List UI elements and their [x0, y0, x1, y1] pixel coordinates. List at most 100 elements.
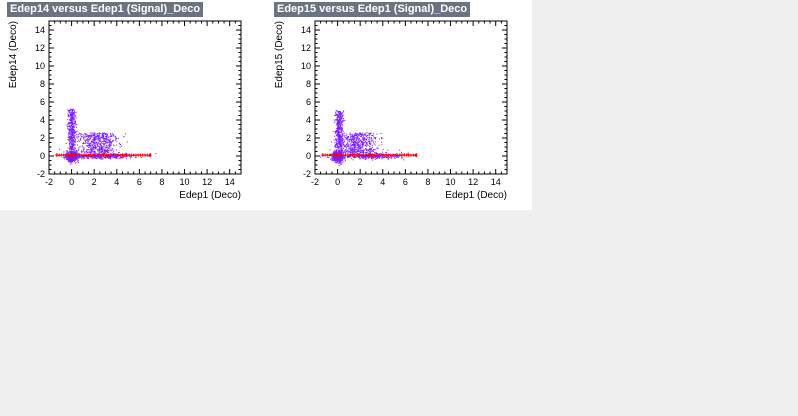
scatter-point: [96, 136, 98, 138]
scatter-point: [342, 133, 344, 135]
scatter-point: [334, 142, 336, 144]
scatter-point: [351, 140, 353, 142]
scatter-point: [365, 138, 367, 140]
scatter-point: [360, 135, 362, 137]
scatter-point: [338, 131, 340, 133]
scatter-point: [362, 143, 364, 145]
scatter-point: [342, 158, 344, 160]
scatter-point: [107, 156, 109, 158]
scatter-point: [83, 149, 84, 151]
scatter-point: [339, 138, 340, 140]
scatter-point: [97, 146, 99, 147]
scatter-point: [337, 115, 339, 117]
scatter-point: [376, 133, 378, 135]
scatter-point: [349, 147, 351, 149]
scatter-point: [101, 135, 103, 137]
scatter-point: [68, 139, 70, 141]
scatter-point: [73, 136, 75, 138]
x-tick-label: 10: [180, 177, 190, 187]
scatter-point: [345, 138, 347, 140]
scatter-point: [351, 149, 352, 151]
scatter-point: [100, 149, 101, 151]
scatter-point: [80, 134, 82, 136]
scatter-point: [72, 112, 73, 114]
scatter-point: [115, 138, 117, 140]
scatter-point: [335, 137, 337, 139]
scatter-point: [112, 139, 114, 141]
scatter-point: [84, 155, 86, 157]
scatter-point: [335, 155, 337, 157]
scatter-point: [70, 157, 72, 159]
scatter-point: [129, 155, 131, 157]
x-axis-title: Edep1 (Deco): [445, 190, 507, 201]
scatter-point: [84, 142, 86, 144]
scatter-point: [370, 144, 371, 145]
scatter-point: [85, 134, 87, 136]
scatter-point: [361, 137, 363, 139]
scatter-point: [369, 145, 371, 147]
scatter-point: [352, 147, 354, 149]
x-tick-label: 6: [403, 177, 408, 187]
scatter-point: [125, 152, 127, 154]
scatter-point: [86, 138, 88, 140]
scatter-point: [73, 132, 75, 134]
scatter-point: [357, 138, 359, 140]
scatter-point: [341, 136, 343, 138]
scatter-point: [337, 122, 339, 124]
scatter-point: [338, 119, 339, 121]
scatter-point: [107, 147, 109, 149]
scatter-point: [368, 150, 369, 152]
scatter-point: [340, 146, 342, 148]
scatter-point: [336, 114, 338, 116]
scatter-point: [352, 144, 353, 146]
scatter-point: [366, 155, 368, 157]
scatter-point: [67, 123, 69, 124]
y-tick-label: 2: [306, 133, 311, 143]
scatter-point: [358, 150, 360, 152]
scatter-point: [80, 138, 82, 140]
scatter-point: [354, 145, 355, 147]
scatter-point: [70, 113, 72, 115]
scatter-point: [74, 131, 76, 133]
x-tick-label: 14: [491, 177, 501, 187]
scatter-point: [108, 152, 110, 153]
scatter-point: [134, 157, 136, 159]
scatter-point: [375, 137, 377, 138]
scatter-point: [89, 151, 91, 153]
scatter-point: [102, 143, 104, 145]
scatter-point: [360, 144, 362, 146]
scatter-point: [69, 114, 71, 116]
scatter-point: [70, 111, 72, 113]
scatter-point: [68, 124, 70, 126]
scatter-point: [119, 146, 121, 148]
scatter-point: [98, 134, 99, 136]
scatter-point: [100, 138, 101, 140]
scatter-point: [70, 153, 72, 155]
scatter-point: [72, 118, 74, 120]
scatter-point: [337, 127, 339, 129]
scatter-point: [374, 156, 376, 158]
scatter-point: [75, 117, 77, 119]
scatter-point: [361, 147, 363, 149]
scatter-point: [370, 156, 372, 158]
scatter-point: [105, 141, 107, 143]
scatter-point: [336, 119, 338, 121]
scatter-point: [352, 150, 354, 152]
scatter-point: [69, 137, 70, 139]
scatter-point: [373, 156, 375, 158]
scatter-point: [87, 149, 89, 151]
scatter-point: [361, 140, 363, 142]
scatter-point: [336, 113, 338, 115]
scatter-point: [358, 134, 360, 136]
scatter-point: [342, 111, 344, 113]
scatter-point: [357, 156, 359, 158]
scatter-point: [370, 142, 372, 144]
scatter-point: [347, 139, 349, 141]
scatter-point: [355, 142, 357, 143]
scatter-point: [358, 144, 360, 146]
scatter-point: [68, 155, 70, 157]
scatter-point: [77, 144, 79, 146]
scatter-point: [369, 136, 371, 138]
scatter-point: [341, 160, 343, 162]
scatter-point: [349, 146, 351, 148]
